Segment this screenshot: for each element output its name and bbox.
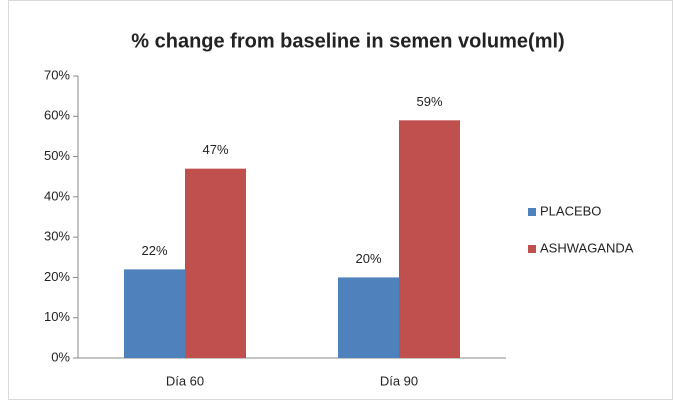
data-label: 20%: [355, 251, 381, 266]
data-label: 47%: [202, 142, 228, 157]
legend-label: PLACEBO: [540, 203, 601, 218]
y-tick-label: 0%: [51, 349, 70, 364]
y-tick-label: 70%: [44, 67, 70, 82]
data-label: 22%: [141, 243, 167, 258]
y-tick-label: 10%: [44, 309, 70, 324]
bar: [399, 120, 460, 358]
y-tick-label: 30%: [44, 229, 70, 244]
x-tick-label: Día 90: [380, 373, 418, 388]
y-tick-label: 40%: [44, 188, 70, 203]
y-tick-label: 50%: [44, 148, 70, 163]
bar: [338, 277, 399, 358]
legend-swatch: [528, 245, 536, 253]
bar: [185, 168, 246, 358]
legend-label: ASHWAGANDA: [540, 240, 634, 255]
chart-title: % change from baseline in semen volume(m…: [131, 30, 564, 52]
y-tick-label: 60%: [44, 108, 70, 123]
y-tick-label: 20%: [44, 269, 70, 284]
bar: [124, 269, 185, 358]
data-label: 59%: [416, 94, 442, 109]
x-tick-label: Día 60: [166, 373, 204, 388]
legend-swatch: [528, 208, 536, 216]
